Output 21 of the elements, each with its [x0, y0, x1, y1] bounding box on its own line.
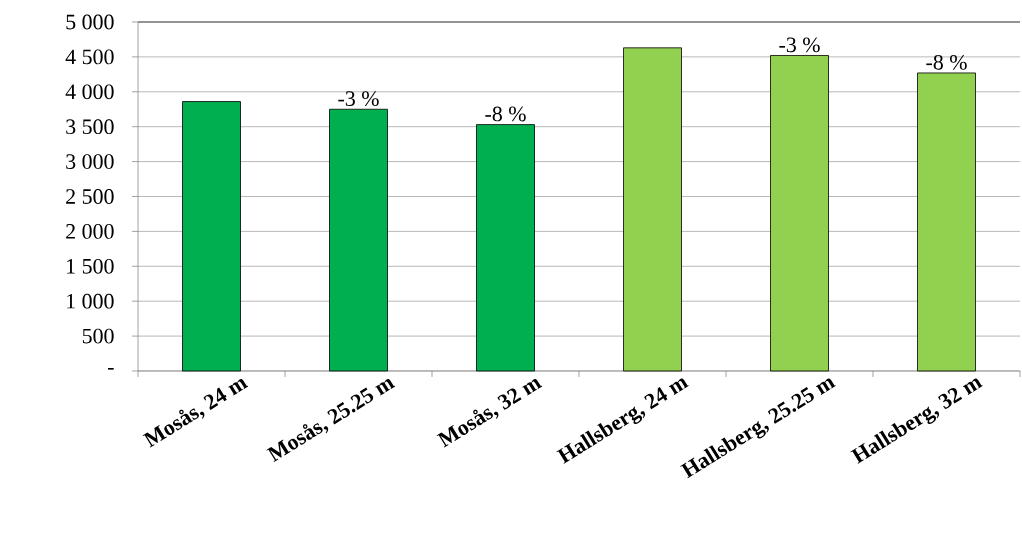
y-tick-label: 3 500 [66, 119, 114, 135]
bar [770, 55, 829, 372]
y-tick-label: 3 000 [66, 154, 114, 169]
y-tick-label: 5 000 [66, 14, 114, 30]
annotation: -8 % [926, 54, 967, 70]
annotation: -8 % [485, 106, 526, 122]
y-tick-label: 1 500 [67, 258, 114, 274]
bar [476, 124, 535, 372]
y-tick-label: 4 000 [65, 84, 114, 100]
y-tick-label: 2 500 [66, 189, 114, 204]
y-tick-label: 2 000 [66, 223, 114, 239]
bar [182, 101, 241, 372]
y-tick-label: 4 500 [65, 49, 114, 65]
bar [623, 47, 682, 372]
annotation: -3 % [338, 91, 379, 107]
bar [329, 108, 388, 372]
y-tick-label: 500 [82, 328, 114, 344]
annotation: -3 % [779, 37, 820, 53]
y-tick-label: 1 000 [67, 293, 114, 309]
bar [917, 72, 976, 372]
y-tick-label: - [108, 367, 114, 370]
